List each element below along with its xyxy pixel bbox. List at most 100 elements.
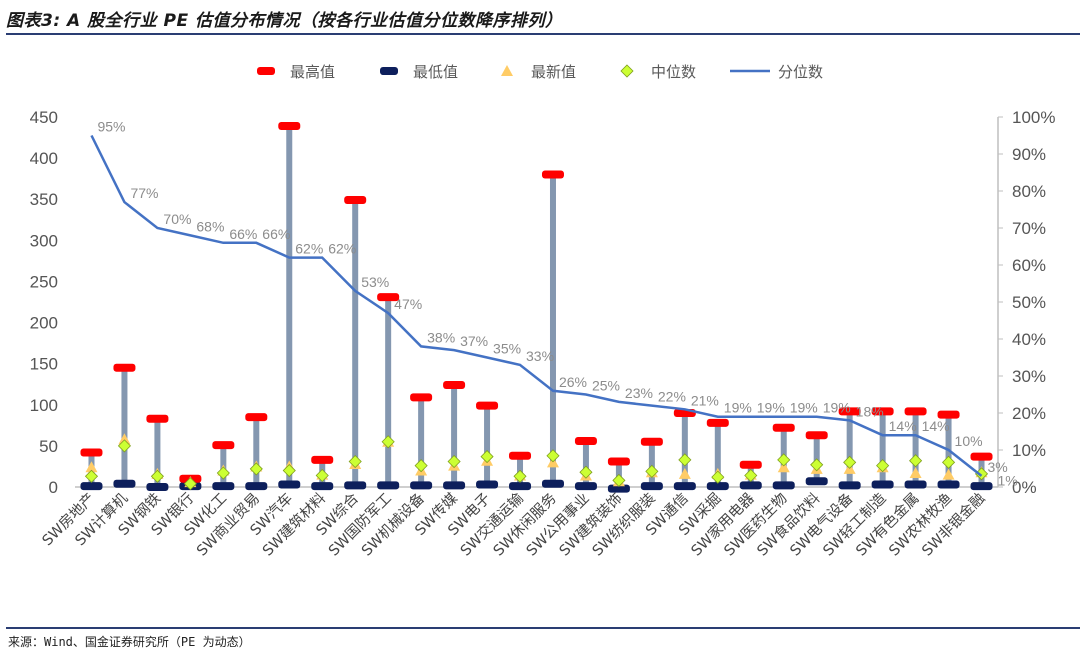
min-marker [278, 480, 301, 489]
range-bar [352, 200, 359, 486]
range-bar [879, 411, 886, 485]
max-marker [410, 393, 433, 402]
min-marker [970, 482, 993, 491]
left-y-tick-label: 250 [30, 272, 58, 291]
left-y-tick-label: 200 [30, 314, 58, 333]
percentile-data-label: 70% [163, 211, 191, 227]
min-marker [80, 482, 103, 491]
median-marker [941, 455, 956, 469]
min-marker [311, 482, 334, 491]
right-y-tick-label: 90% [1012, 145, 1046, 164]
max-marker [871, 407, 894, 416]
percentile-data-label: 10% [955, 433, 983, 449]
median-marker [513, 469, 527, 483]
percentile-data-label: 14% [889, 418, 917, 434]
percentile-line [90, 134, 983, 477]
chart-title: 图表3: A 股全行业 PE 估值分布情况（按各行业估值分位数降序排列） [6, 11, 563, 31]
percentile-data-label: 35% [493, 341, 521, 357]
percentile-data-label: 62% [295, 241, 323, 257]
legend-label: 最新值 [531, 63, 576, 81]
max-marker [443, 381, 466, 390]
range-bar [484, 405, 491, 485]
max-marker [509, 451, 532, 460]
min-marker [640, 482, 663, 491]
max-marker [574, 436, 597, 445]
min-marker [377, 481, 400, 490]
median-marker [645, 464, 659, 478]
max-marker [970, 452, 993, 461]
right-y-tick-label: 60% [1012, 256, 1046, 275]
range-bar [253, 417, 260, 487]
left-y-tick-label: 300 [30, 231, 58, 250]
right-y-tick-label: 100% [1012, 108, 1055, 127]
right-y-tick-label: 10% [1012, 441, 1046, 460]
max-marker [278, 122, 301, 131]
latest-marker [678, 467, 691, 479]
right-y-tick-label: 30% [1012, 367, 1046, 386]
min-marker [113, 479, 136, 488]
min-marker [476, 480, 499, 489]
legend-median-swatch [620, 64, 634, 78]
left-y-tick-label: 100 [30, 396, 58, 415]
latest-marker [909, 467, 922, 479]
min-marker [541, 479, 564, 488]
right-y-tick-label: 40% [1012, 330, 1046, 349]
right-y-tick-label: 20% [1012, 404, 1046, 423]
max-marker [113, 363, 136, 372]
percentile-data-label: 14% [922, 418, 950, 434]
max-marker [212, 441, 235, 450]
range-bar [121, 367, 128, 484]
max-marker [541, 170, 564, 179]
latest-marker [118, 433, 131, 445]
percentile-data-label: 66% [262, 226, 290, 242]
min-marker [443, 481, 466, 490]
min-marker [212, 482, 235, 491]
percentile-data-label: 19% [823, 400, 851, 416]
min-marker [344, 481, 367, 490]
max-marker [344, 196, 367, 205]
range-bar [154, 418, 161, 487]
range-bar [813, 435, 820, 482]
percentile-data-label: 19% [757, 400, 785, 416]
median-marker [612, 473, 626, 487]
legend-label: 最低值 [413, 63, 458, 81]
min-marker [673, 482, 696, 491]
min-marker [607, 484, 630, 493]
percentile-data-label: 19% [724, 400, 752, 416]
median-marker [315, 468, 329, 483]
min-marker [937, 480, 960, 489]
left-y-tick-label: 400 [30, 149, 58, 168]
percentile-data-label: 22% [658, 389, 686, 405]
right-y-tick-label: 70% [1012, 219, 1046, 238]
legend-latest-swatch [501, 65, 513, 76]
percentile-data-label: 53% [361, 274, 389, 290]
percentile-data-label: 68% [196, 218, 224, 234]
min-marker [146, 483, 169, 491]
max-marker [245, 413, 268, 422]
median-marker [876, 459, 890, 473]
median-marker [282, 463, 296, 478]
max-marker [146, 414, 169, 423]
max-marker [311, 455, 334, 464]
min-marker [838, 481, 861, 490]
percentile-data-label: 21% [691, 392, 719, 408]
source-note: 来源：Wind、国金证券研究所（PE 为动态） [8, 635, 251, 649]
max-marker [838, 407, 861, 416]
latest-marker [942, 468, 955, 480]
range-bar [549, 174, 556, 484]
right-y-tick-label: 0% [1012, 478, 1037, 497]
range-bar [912, 411, 919, 485]
right-y-tick-label: 80% [1012, 182, 1046, 201]
legend-label: 最高值 [290, 63, 335, 81]
legend-label: 分位数 [778, 63, 823, 81]
legend-max-swatch [257, 67, 275, 75]
percentile-data-label: 37% [460, 333, 488, 349]
median-marker [84, 469, 99, 483]
range-bar [648, 441, 655, 487]
percentile-data-label: 1% [998, 472, 1018, 488]
median-marker [150, 469, 164, 483]
median-marker [711, 470, 725, 484]
percentile-data-label: 19% [790, 400, 818, 416]
percentile-data-label: 18% [856, 403, 884, 419]
